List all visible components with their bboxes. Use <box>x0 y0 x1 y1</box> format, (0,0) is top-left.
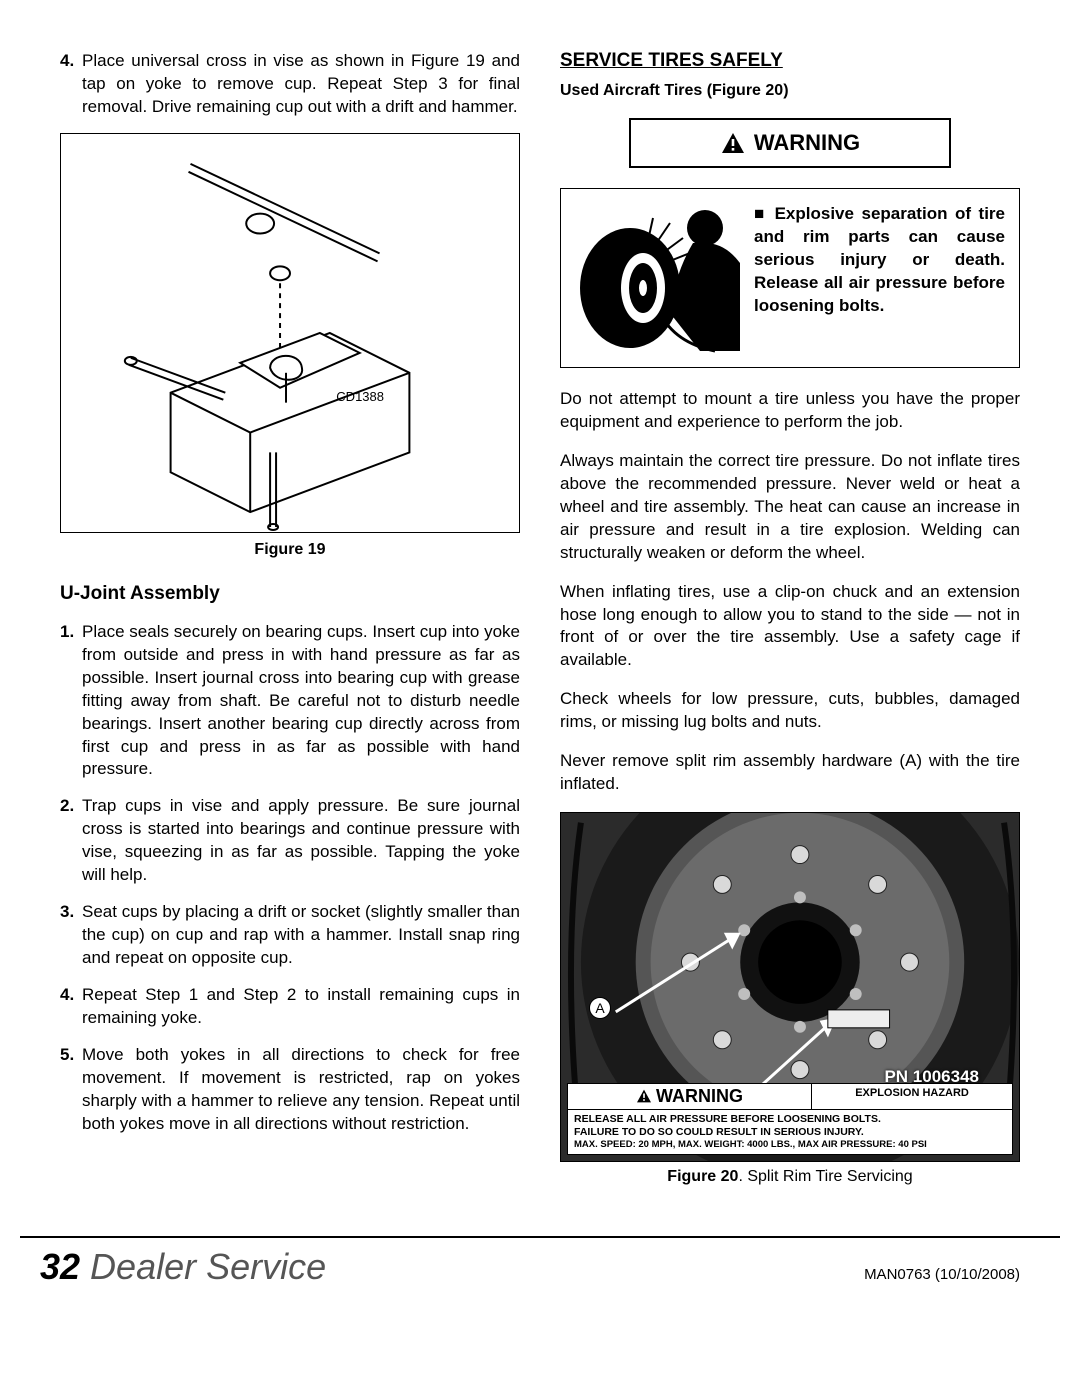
figure-20-caption-bold: Figure 20 <box>667 1168 738 1185</box>
para-2: Always maintain the correct tire pressur… <box>560 450 1020 565</box>
para-5: Never remove split rim assembly hardware… <box>560 750 1020 796</box>
left-column: 4. Place universal cross in vise as show… <box>60 50 520 1196</box>
footer-left: 32 Dealer Service <box>40 1246 326 1288</box>
figure-20-caption: Figure 20. Split Rim Tire Servicing <box>560 1168 1020 1186</box>
figure-19-box: CD1388 <box>60 133 520 533</box>
placard-warning-cell: WARNING <box>568 1084 812 1109</box>
warning-banner: WARNING <box>629 118 951 168</box>
figure-19-partnum: CD1388 <box>336 389 384 404</box>
intro-step-4-text: Place universal cross in vise as shown i… <box>82 50 520 119</box>
figure-20-box: A PN 1006348 WARNING EXPLOSION HAZARD <box>560 812 1020 1162</box>
page-footer: 32 Dealer Service MAN0763 (10/10/2008) <box>0 1238 1080 1318</box>
figure-19-svg <box>61 134 519 532</box>
placard-line-3: MAX. SPEED: 20 MPH, MAX. WEIGHT: 4000 LB… <box>574 1139 1006 1151</box>
ujoint-heading: U-Joint Assembly <box>60 583 520 605</box>
callout-a: A <box>589 997 611 1019</box>
warning-triangle-icon <box>636 1089 652 1103</box>
para-1: Do not attempt to mount a tire unless yo… <box>560 388 1020 434</box>
intro-step-4: 4. Place universal cross in vise as show… <box>60 50 520 119</box>
placard-line-2: FAILURE TO DO SO COULD RESULT IN SERIOUS… <box>574 1126 1006 1139</box>
placard-line-1: RELEASE ALL AIR PRESSURE BEFORE LOOSENIN… <box>574 1113 1006 1126</box>
hazard-box: Explosive separation of tire and rim par… <box>560 188 1020 368</box>
right-column: SERVICE TIRES SAFELY Used Aircraft Tires… <box>560 50 1020 1196</box>
page-number: 32 <box>40 1246 80 1287</box>
ujoint-step-2: 2.Trap cups in vise and apply pressure. … <box>60 795 520 887</box>
warning-banner-text: WARNING <box>754 130 860 156</box>
placard-warning-text: WARNING <box>656 1086 743 1107</box>
used-aircraft-subhead: Used Aircraft Tires (Figure 20) <box>560 82 1020 100</box>
warning-triangle-icon <box>720 132 746 154</box>
hazard-text: Explosive separation of tire and rim par… <box>754 203 1005 318</box>
service-tires-heading: SERVICE TIRES SAFELY <box>560 50 1020 72</box>
ujoint-step-1: 1.Place seals securely on bearing cups. … <box>60 621 520 782</box>
footer-docid: MAN0763 (10/10/2008) <box>864 1266 1020 1283</box>
placard-body: RELEASE ALL AIR PRESSURE BEFORE LOOSENIN… <box>568 1110 1012 1154</box>
para-3: When inflating tires, use a clip-on chuc… <box>560 581 1020 673</box>
placard-hazard-cell: EXPLOSION HAZARD <box>812 1084 1012 1109</box>
hazard-illustration <box>575 203 740 353</box>
warning-placard: WARNING EXPLOSION HAZARD RELEASE ALL AIR… <box>567 1083 1013 1155</box>
para-4: Check wheels for low pressure, cuts, bub… <box>560 688 1020 734</box>
footer-section: Dealer Service <box>80 1246 326 1287</box>
ujoint-step-3: 3.Seat cups by placing a drift or socket… <box>60 901 520 970</box>
figure-20-caption-rest: . Split Rim Tire Servicing <box>738 1168 912 1185</box>
ujoint-step-4: 4.Repeat Step 1 and Step 2 to install re… <box>60 984 520 1030</box>
ujoint-step-5: 5.Move both yokes in all directions to c… <box>60 1044 520 1136</box>
figure-19-caption: Figure 19 <box>60 541 520 559</box>
